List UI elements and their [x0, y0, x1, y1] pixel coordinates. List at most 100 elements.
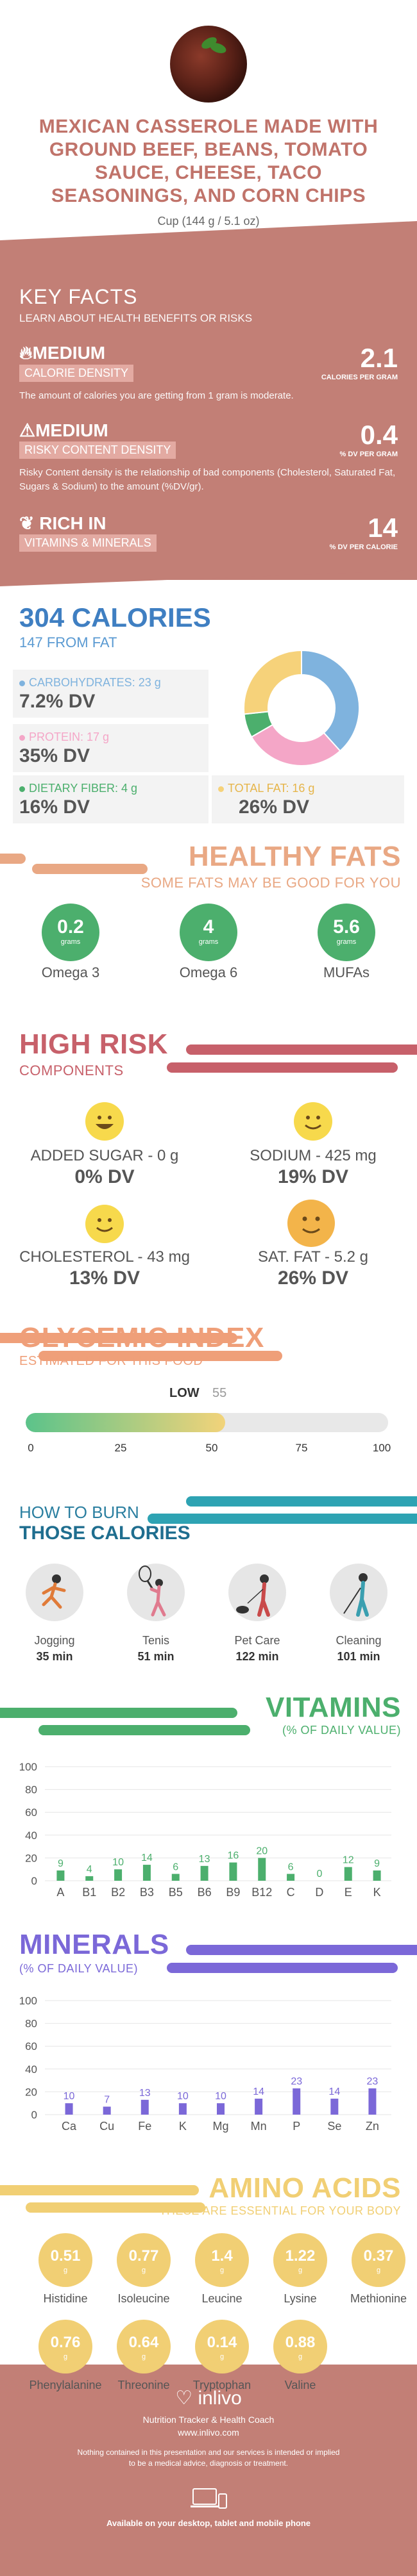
- bar-B1: [85, 1876, 94, 1881]
- garnish-leaf: [208, 40, 228, 56]
- neutral-face-icon: [287, 1200, 335, 1247]
- amino-acid-blob: 0.14 g: [195, 2320, 249, 2374]
- calorie-density-value: 2.1: [360, 343, 398, 373]
- amino-acid-name: Valine: [284, 2379, 316, 2391]
- y-tick-label: 60: [25, 1806, 37, 1819]
- happy-face-icon: [85, 1102, 124, 1141]
- category-label: B2: [111, 1886, 125, 1899]
- decor-stripe: [0, 1333, 237, 1343]
- category-label: A: [56, 1886, 64, 1899]
- glycemic-bar-fill: [26, 1413, 225, 1432]
- glycemic-tick: 75: [295, 1442, 308, 1454]
- bar-Fe: [140, 2099, 149, 2115]
- y-tick-label: 20: [25, 2086, 37, 2098]
- y-tick-label: 100: [19, 1761, 37, 1773]
- bar-value-label: 14: [253, 2086, 264, 2097]
- category-label: P: [293, 2120, 300, 2133]
- protein-dv: 35% DV: [19, 745, 90, 766]
- amino-acid-name: Phenylalanine: [29, 2379, 102, 2391]
- bar-Zn: [368, 2088, 377, 2115]
- title-line: SAUCE, CHEESE, TACO: [95, 162, 322, 183]
- decor-stripe: [0, 854, 26, 864]
- amino-acid-value: 0.64: [128, 2334, 159, 2351]
- omega6-blob: 4 grams: [180, 904, 237, 961]
- amino-acid-blob: 0.37 g: [352, 2233, 405, 2287]
- y-tick-label: 80: [25, 2018, 37, 2030]
- glycemic-bar-track: [26, 1413, 388, 1432]
- brand-logo: ♡ inlivo: [175, 2388, 242, 2409]
- bar-value-label: 14: [141, 1853, 153, 1863]
- bar-value-label: 23: [291, 2076, 302, 2087]
- category-label: Zn: [366, 2120, 379, 2133]
- header: MEXICAN CASSEROLE MADE WITH GROUND BEEF,…: [0, 0, 417, 237]
- category-label: D: [315, 1886, 323, 1899]
- tennis-min: 51 min: [137, 1650, 174, 1663]
- category-label: C: [287, 1886, 295, 1899]
- rich-in-value: 14: [368, 513, 398, 543]
- fiber-box: [13, 775, 208, 823]
- bar-value-label: 10: [112, 1857, 124, 1868]
- bar-K: [373, 1870, 381, 1881]
- decor-stripe: [167, 1062, 398, 1073]
- y-tick-label: 20: [25, 1852, 37, 1864]
- mufas-name: MUFAs: [323, 964, 370, 980]
- y-tick-label: 0: [31, 2109, 37, 2121]
- tennis-name: Tenis: [142, 1634, 170, 1647]
- burn-title-2: THOSE CALORIES: [19, 1523, 191, 1544]
- y-tick-label: 40: [25, 2063, 37, 2076]
- sat-fat-dv: 26% DV: [277, 1267, 349, 1289]
- heart-icon: ♡: [175, 2388, 193, 2409]
- vitamins-title: VITAMINS: [266, 1692, 401, 1723]
- jogging-min: 35 min: [36, 1650, 73, 1663]
- bar-value-label: 9: [374, 1858, 380, 1869]
- bar-value-label: 13: [139, 2088, 151, 2099]
- minerals-bar-chart: 100 80 60 40 20 0 10 Ca 7 Cu 13 Fe 10 K 10 Mg 14 Mn 23 P 14 S…: [19, 1995, 391, 2133]
- amino-acid-unit: g: [298, 2266, 303, 2274]
- amino-acid-blob: 0.64 g: [117, 2320, 171, 2374]
- risky-density-level: ⚠MEDIUM: [19, 420, 108, 440]
- footer-url[interactable]: www.inlivo.com: [178, 2427, 239, 2438]
- tennis-icon: [127, 1564, 185, 1621]
- decor-stripe: [32, 864, 148, 874]
- carbs-box: [13, 670, 208, 718]
- bar-E: [344, 1867, 352, 1881]
- mufas-value: 5.6: [333, 916, 360, 937]
- added-sugar-label: ADDED SUGAR - 0 g: [30, 1147, 179, 1164]
- bar-B5: [171, 1874, 180, 1881]
- glycemic-tick: 100: [372, 1442, 391, 1454]
- amino-acid-name: Lysine: [284, 2292, 317, 2305]
- y-tick-label: 80: [25, 1784, 37, 1796]
- omega3-name: Omega 3: [41, 964, 100, 980]
- category-label: Se: [327, 2120, 341, 2133]
- category-label: Fe: [138, 2120, 151, 2133]
- amino-acid-blob: 0.88 g: [273, 2320, 327, 2374]
- fiber-dv: 16% DV: [19, 797, 90, 818]
- bar-B6: [200, 1865, 208, 1881]
- healthy-fats-subtitle: SOME FATS MAY BE GOOD FOR YOU: [140, 875, 401, 891]
- calorie-density-badge: CALORIE DENSITY: [19, 365, 134, 382]
- amino-acid-name: Threonine: [117, 2379, 170, 2391]
- carbs-dot: [19, 680, 25, 686]
- protein-box: [13, 724, 208, 772]
- decor-stripe: [167, 1963, 398, 1973]
- y-tick-label: 40: [25, 1829, 37, 1842]
- glycemic-tick: 25: [114, 1442, 127, 1454]
- flame-icon: 🔥︎: [19, 343, 33, 363]
- risky-density-badge: RISKY CONTENT DENSITY: [19, 442, 176, 459]
- protein-label: PROTEIN: 17 g: [19, 731, 109, 744]
- footer: ♡ inlivo Nutrition Tracker & Health Coac…: [0, 2365, 417, 2576]
- bar-Ca: [65, 2103, 73, 2115]
- amino-acid-value: 0.51: [50, 2247, 81, 2265]
- footer-disclaimer-1: Nothing contained in this presentation a…: [77, 2448, 340, 2457]
- category-label: B9: [226, 1886, 240, 1899]
- decor-stripe: [0, 1708, 237, 1718]
- amino-acid-blob: 0.76 g: [38, 2320, 92, 2374]
- category-label: B6: [198, 1886, 212, 1899]
- omega3-value: 0.2: [57, 916, 84, 937]
- decor-stripe: [186, 1496, 417, 1507]
- title-line: MEXICAN CASSEROLE MADE WITH: [38, 116, 379, 137]
- bar-B12: [258, 1858, 266, 1881]
- carbs-dv: 7.2% DV: [19, 691, 96, 712]
- amino-acid-name: Isoleucine: [117, 2292, 170, 2305]
- decor-stripe: [0, 2185, 199, 2195]
